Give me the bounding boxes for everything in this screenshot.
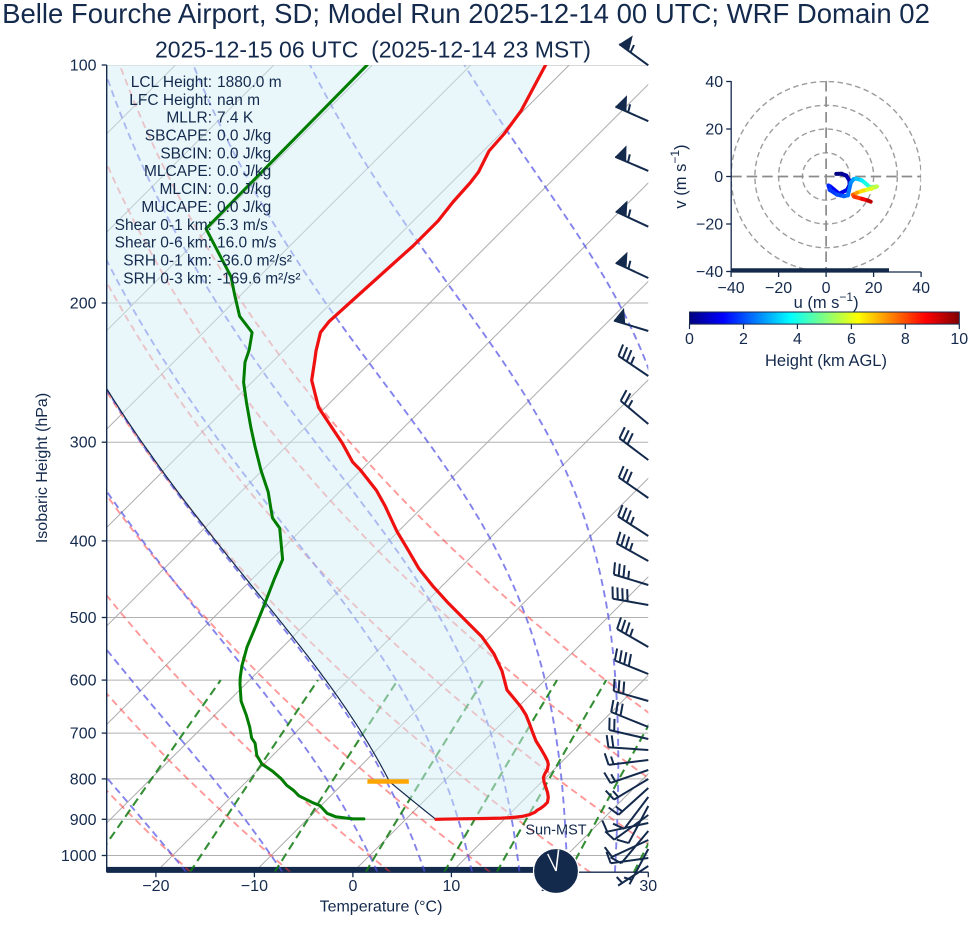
- svg-text:Shear 0-1 km:: Shear 0-1 km:: [115, 217, 212, 234]
- svg-text:0.0 J/kg: 0.0 J/kg: [217, 163, 271, 180]
- svg-text:300: 300: [70, 435, 97, 452]
- svg-text:SBCAPE:: SBCAPE:: [145, 128, 212, 145]
- svg-text:Temperature (°C): Temperature (°C): [320, 899, 443, 916]
- svg-text:600: 600: [70, 673, 97, 690]
- svg-text:16.0 m/s: 16.0 m/s: [217, 235, 277, 252]
- svg-text:30: 30: [639, 878, 657, 895]
- svg-text:0: 0: [822, 280, 831, 297]
- svg-text:−40: −40: [696, 264, 723, 281]
- svg-text:800: 800: [70, 771, 97, 788]
- svg-text:200: 200: [70, 296, 97, 313]
- svg-text:100: 100: [70, 58, 97, 75]
- svg-text:0.0 J/kg: 0.0 J/kg: [217, 145, 271, 162]
- svg-text:-169.6 m²/s²: -169.6 m²/s²: [217, 270, 301, 287]
- svg-text:MLLR:: MLLR:: [166, 110, 212, 127]
- svg-text:1880.0 m: 1880.0 m: [217, 74, 282, 91]
- svg-text:500: 500: [70, 610, 97, 627]
- svg-text:−40: −40: [718, 280, 745, 297]
- svg-text:20: 20: [705, 122, 723, 139]
- svg-text:2025-12-15 06 UTC (2025-12-14: 2025-12-15 06 UTC (2025-12-14 23 MST): [155, 37, 591, 63]
- svg-text:8: 8: [901, 331, 910, 348]
- svg-text:0: 0: [685, 331, 694, 348]
- svg-text:−10: −10: [241, 878, 268, 895]
- svg-text:-36.0 m²/s²: -36.0 m²/s²: [217, 253, 292, 270]
- svg-text:4: 4: [793, 331, 802, 348]
- svg-text:Isobaric Height (hPa): Isobaric Height (hPa): [34, 393, 51, 543]
- svg-text:0: 0: [714, 169, 723, 186]
- svg-text:SRH 0-3 km:: SRH 0-3 km:: [123, 270, 212, 287]
- svg-text:MLCIN:: MLCIN:: [159, 181, 212, 198]
- svg-text:700: 700: [70, 726, 97, 743]
- svg-text:1000: 1000: [61, 848, 97, 865]
- svg-text:5.3 m/s: 5.3 m/s: [217, 217, 268, 234]
- svg-text:2: 2: [739, 331, 748, 348]
- svg-text:Belle Fourche Airport, SD; Mod: Belle Fourche Airport, SD; Model Run 202…: [2, 0, 930, 29]
- svg-text:SRH 0-1 km:: SRH 0-1 km:: [123, 253, 212, 270]
- svg-text:−20: −20: [696, 217, 723, 234]
- svg-text:0.0 J/kg: 0.0 J/kg: [217, 181, 271, 198]
- svg-text:MLCAPE:: MLCAPE:: [144, 163, 212, 180]
- svg-text:40: 40: [912, 280, 930, 297]
- svg-text:MUCAPE:: MUCAPE:: [141, 199, 212, 216]
- svg-text:LCL Height:: LCL Height:: [131, 74, 212, 91]
- svg-text:Height (km AGL): Height (km AGL): [765, 352, 887, 370]
- svg-text:−20: −20: [142, 878, 169, 895]
- svg-text:10: 10: [950, 331, 968, 348]
- svg-text:0: 0: [348, 878, 357, 895]
- svg-text:Shear 0-6 km:: Shear 0-6 km:: [115, 235, 212, 252]
- svg-text:0.0 J/kg: 0.0 J/kg: [217, 128, 271, 145]
- svg-text:nan m: nan m: [217, 92, 260, 109]
- svg-text:SBCIN:: SBCIN:: [160, 145, 212, 162]
- svg-text:0.0 J/kg: 0.0 J/kg: [217, 199, 271, 216]
- svg-text:LFC Height:: LFC Height:: [129, 92, 212, 109]
- svg-text:40: 40: [705, 74, 723, 91]
- svg-text:Sun-MST: Sun-MST: [525, 823, 586, 839]
- svg-text:400: 400: [70, 533, 97, 550]
- svg-text:6: 6: [847, 331, 856, 348]
- svg-text:−20: −20: [765, 280, 792, 297]
- svg-text:20: 20: [865, 280, 883, 297]
- svg-text:7.4 K: 7.4 K: [217, 110, 254, 127]
- svg-text:10: 10: [443, 878, 461, 895]
- svg-text:900: 900: [70, 812, 97, 829]
